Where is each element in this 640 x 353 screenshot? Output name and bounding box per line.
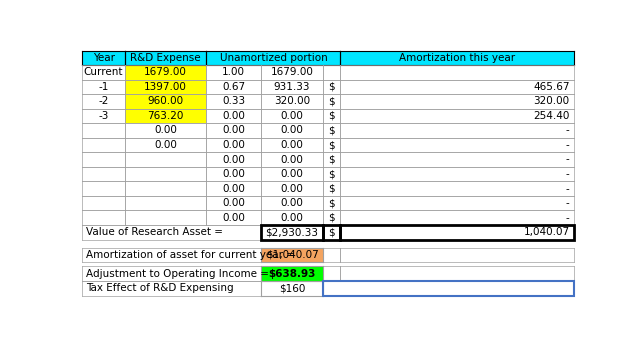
Text: 763.20: 763.20 [147, 111, 184, 121]
Text: -1: -1 [99, 82, 109, 92]
Text: 0.00: 0.00 [154, 140, 177, 150]
Text: -: - [566, 169, 570, 179]
Text: -: - [566, 155, 570, 164]
Text: 1.00: 1.00 [222, 67, 245, 77]
Bar [340, 50, 573, 65]
Text: $: $ [328, 213, 335, 223]
Text: 254.40: 254.40 [533, 111, 570, 121]
Text: $: $ [328, 96, 335, 106]
Text: 0.00: 0.00 [222, 126, 245, 136]
Text: 0.00: 0.00 [280, 169, 303, 179]
Text: $1,040.07: $1,040.07 [266, 250, 319, 260]
Bar [125, 50, 207, 65]
Text: 0.00: 0.00 [280, 111, 303, 121]
Bar [125, 79, 207, 94]
Text: 0.00: 0.00 [222, 155, 245, 164]
Text: -2: -2 [99, 96, 109, 106]
Text: $: $ [328, 184, 335, 194]
Text: 1,040.07: 1,040.07 [524, 227, 570, 237]
Text: 465.67: 465.67 [533, 82, 570, 92]
Text: $: $ [328, 198, 335, 208]
Text: 320.00: 320.00 [274, 96, 310, 106]
Text: 0.00: 0.00 [280, 184, 303, 194]
Text: Amortization of asset for current year =: Amortization of asset for current year = [86, 250, 296, 260]
Text: Year: Year [93, 53, 115, 63]
Bar [207, 50, 340, 65]
Text: 0.00: 0.00 [280, 198, 303, 208]
Bar [261, 225, 323, 240]
Text: $: $ [328, 155, 335, 164]
Text: -: - [566, 213, 570, 223]
Text: 320.00: 320.00 [533, 96, 570, 106]
Bar [83, 50, 125, 65]
Text: $638.93: $638.93 [268, 269, 316, 279]
Text: $160: $160 [279, 283, 305, 293]
Text: 0.33: 0.33 [222, 96, 245, 106]
Text: R&D Expense: R&D Expense [131, 53, 201, 63]
Text: 0.67: 0.67 [222, 82, 245, 92]
Text: $: $ [328, 169, 335, 179]
Text: 0.00: 0.00 [154, 126, 177, 136]
Bar [261, 247, 323, 262]
Bar [261, 267, 323, 281]
Text: Tax Effect of R&D Expensing: Tax Effect of R&D Expensing [86, 283, 234, 293]
Text: $: $ [328, 140, 335, 150]
Text: -: - [566, 140, 570, 150]
Text: 0.00: 0.00 [222, 140, 245, 150]
Text: 0.00: 0.00 [222, 198, 245, 208]
Text: $: $ [328, 227, 335, 237]
Bar [323, 225, 340, 240]
Text: -: - [566, 198, 570, 208]
Bar [125, 65, 207, 79]
Text: 0.00: 0.00 [280, 155, 303, 164]
Text: -3: -3 [99, 111, 109, 121]
Text: 960.00: 960.00 [147, 96, 184, 106]
Bar [340, 225, 573, 240]
Text: $: $ [328, 111, 335, 121]
Text: $: $ [328, 82, 335, 92]
Text: 931.33: 931.33 [274, 82, 310, 92]
Text: 0.00: 0.00 [222, 213, 245, 223]
Text: -: - [566, 184, 570, 194]
Text: Unamortized portion: Unamortized portion [220, 53, 327, 63]
Text: $2,930.33: $2,930.33 [266, 227, 319, 237]
Text: Value of Research Asset =: Value of Research Asset = [86, 227, 223, 237]
Text: 0.00: 0.00 [280, 140, 303, 150]
Text: Amortization this year: Amortization this year [399, 53, 515, 63]
Bar [125, 94, 207, 109]
Text: $: $ [328, 126, 335, 136]
Text: Current: Current [84, 67, 124, 77]
Text: 1679.00: 1679.00 [144, 67, 187, 77]
Text: 0.00: 0.00 [222, 111, 245, 121]
Text: -: - [566, 126, 570, 136]
Text: Adjustment to Operating Income =: Adjustment to Operating Income = [86, 269, 269, 279]
Text: 0.00: 0.00 [280, 213, 303, 223]
Bar [323, 281, 573, 295]
Bar [125, 109, 207, 123]
Text: 0.00: 0.00 [222, 169, 245, 179]
Text: 1679.00: 1679.00 [271, 67, 314, 77]
Text: 0.00: 0.00 [222, 184, 245, 194]
Text: 1397.00: 1397.00 [144, 82, 187, 92]
Text: 0.00: 0.00 [280, 126, 303, 136]
